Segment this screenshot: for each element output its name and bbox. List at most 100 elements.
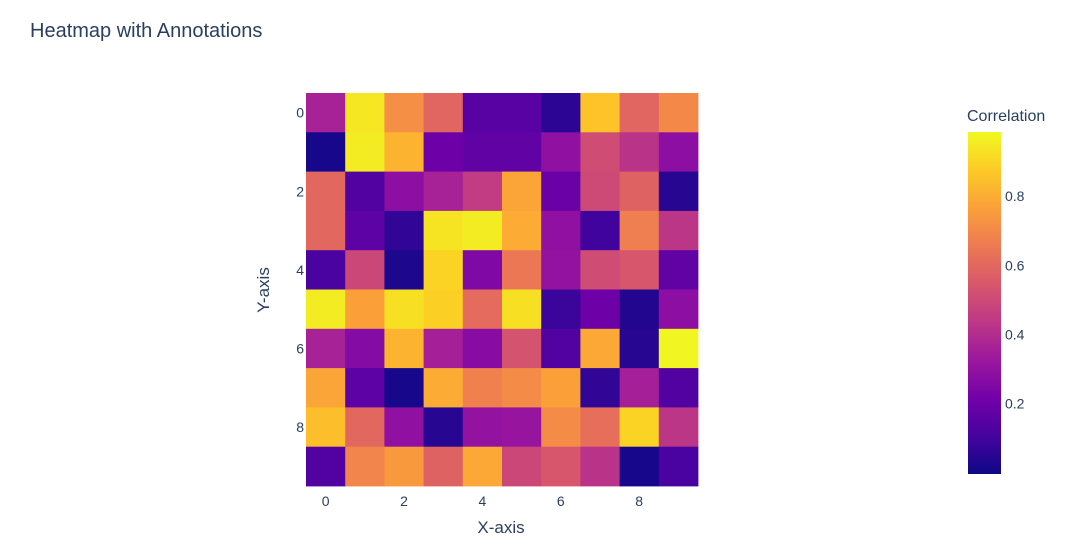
heatmap-cell: [306, 171, 346, 212]
heatmap-cell: [580, 250, 620, 290]
heatmap-cell: [541, 446, 581, 487]
heatmap-cell: [541, 210, 581, 251]
heatmap-cells: [306, 93, 699, 487]
heatmap-cell: [619, 210, 660, 251]
x-tick-label: 2: [400, 493, 408, 509]
heatmap-cell: [580, 132, 620, 172]
heatmap-cell: [345, 210, 385, 251]
heatmap-cell: [384, 289, 424, 330]
heatmap-cell: [423, 132, 464, 172]
colorbar-title: Correlation: [967, 108, 1045, 125]
heatmap-cell: [619, 446, 660, 487]
heatmap-cell: [580, 289, 620, 330]
heatmap-cell: [541, 407, 581, 448]
heatmap-cell: [580, 368, 620, 408]
heatmap-cell: [345, 132, 385, 172]
heatmap-cell: [619, 250, 660, 290]
heatmap-cell: [658, 210, 699, 251]
heatmap-cell: [619, 132, 660, 172]
heatmap-cell: [502, 289, 542, 330]
heatmap-cell: [502, 93, 542, 133]
heatmap-cell: [658, 407, 699, 448]
heatmap-cell: [423, 171, 464, 212]
heatmap-cell: [384, 210, 424, 251]
heatmap-cell: [345, 289, 385, 330]
heatmap-cell: [619, 407, 660, 448]
heatmap-cell: [345, 171, 385, 212]
heatmap-cell: [580, 171, 620, 212]
colorbar-tick-label: 0.4: [1005, 327, 1025, 343]
heatmap-cell: [306, 328, 346, 369]
colorbar-tick-label: 0.2: [1005, 396, 1025, 412]
heatmap-cell: [306, 132, 346, 172]
heatmap-cell: [345, 368, 385, 408]
heatmap-cell: [502, 210, 542, 251]
heatmap-cell: [384, 250, 424, 290]
heatmap-cell: [462, 446, 503, 487]
colorbar: [968, 132, 1001, 474]
heatmap-cell: [502, 171, 542, 212]
heatmap-cell: [619, 289, 660, 330]
heatmap-cell: [541, 368, 581, 408]
heatmap-cell: [619, 328, 660, 369]
y-tick-label: 4: [296, 262, 304, 278]
x-axis-title: X-axis: [477, 518, 524, 537]
heatmap-cell: [423, 250, 464, 290]
colorbar-tick-label: 0.8: [1005, 188, 1025, 204]
heatmap-cell: [306, 93, 346, 133]
x-tick-label: 6: [557, 493, 565, 509]
heatmap-cell: [423, 446, 464, 487]
heatmap-cell: [462, 171, 503, 212]
heatmap-cell: [619, 368, 660, 408]
heatmap-cell: [502, 132, 542, 172]
heatmap-cell: [345, 250, 385, 290]
heatmap-cell: [580, 93, 620, 133]
x-tick-label: 8: [635, 493, 643, 509]
heatmap-cell: [462, 289, 503, 330]
heatmap-cell: [384, 368, 424, 408]
x-tick-label: 0: [322, 493, 330, 509]
heatmap-cell: [619, 93, 660, 133]
heatmap-cell: [658, 171, 699, 212]
heatmap-cell: [502, 407, 542, 448]
heatmap-cell: [462, 328, 503, 369]
colorbar-tick-label: 0.6: [1005, 257, 1025, 273]
y-tick-label: 2: [296, 183, 304, 199]
heatmap-cell: [423, 407, 464, 448]
colorbar-ticks: 0.2 0.4 0.6 0.8: [1005, 188, 1025, 412]
y-tick-label: 6: [296, 340, 304, 356]
heatmap-cell: [502, 368, 542, 408]
heatmap-cell: [658, 368, 699, 408]
heatmap-cell: [580, 446, 620, 487]
heatmap-cell: [658, 328, 699, 369]
heatmap-cell: [462, 132, 503, 172]
heatmap-cell: [580, 328, 620, 369]
heatmap-cell: [384, 171, 424, 212]
heatmap-cell: [384, 93, 424, 133]
heatmap-cell: [384, 407, 424, 448]
heatmap-cell: [462, 368, 503, 408]
heatmap-cell: [423, 368, 464, 408]
heatmap-cell: [502, 446, 542, 487]
heatmap-cell: [580, 210, 620, 251]
heatmap-cell: [541, 132, 581, 172]
heatmap-cell: [658, 93, 699, 133]
heatmap-cell: [619, 171, 660, 212]
heatmap-cell: [541, 328, 581, 369]
heatmap-cell: [658, 132, 699, 172]
heatmap-cell: [541, 171, 581, 212]
heatmap-cell: [658, 250, 699, 290]
heatmap-cell: [306, 250, 346, 290]
heatmap-cell: [306, 446, 346, 487]
heatmap-cell: [541, 289, 581, 330]
heatmap-cell: [502, 328, 542, 369]
heatmap-cell: [384, 132, 424, 172]
heatmap-cell: [345, 407, 385, 448]
heatmap-cell: [423, 93, 464, 133]
x-tick-label: 4: [479, 493, 487, 509]
heatmap-cell: [658, 289, 699, 330]
heatmap-cell: [462, 250, 503, 290]
heatmap-cell: [384, 446, 424, 487]
x-axis-ticks: 0 2 4 6 8: [322, 493, 644, 509]
